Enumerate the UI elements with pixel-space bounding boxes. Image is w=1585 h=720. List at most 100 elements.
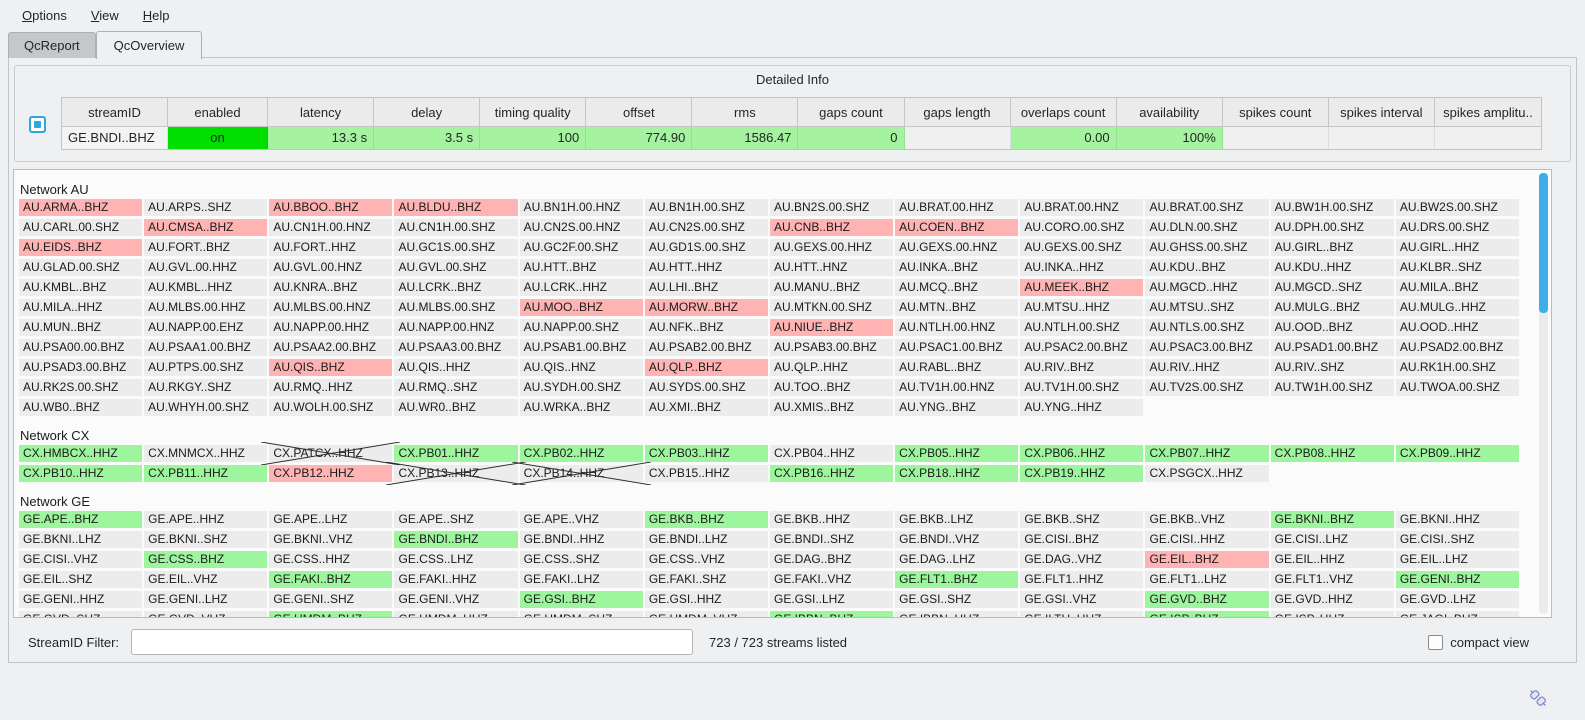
stream-cell[interactable]: GE.DAG..BHZ (770, 551, 893, 568)
stream-cell[interactable]: CX.PB11..HHZ (144, 465, 267, 482)
compact-view-label[interactable]: compact view (1450, 635, 1529, 650)
stream-cell[interactable]: GE.FAKI..VHZ (770, 571, 893, 588)
stream-cell[interactable]: GE.GSI..LHZ (770, 591, 893, 608)
stream-cell[interactable]: AU.SYDS.00.SHZ (645, 379, 768, 396)
stream-cell[interactable]: AU.PSAB2.00.BHZ (645, 339, 768, 356)
stream-cell[interactable]: GE.BKNI..SHZ (144, 531, 267, 548)
stream-cell[interactable]: AU.ARPS..SHZ (144, 199, 267, 216)
stream-cell[interactable]: AU.GEXS.00.HNZ (895, 239, 1018, 256)
stream-cell[interactable]: AU.COEN..BHZ (895, 219, 1018, 236)
stream-cell[interactable]: GE.DAG..LHZ (895, 551, 1018, 568)
stream-cell[interactable]: GE.BNDI..LHZ (645, 531, 768, 548)
stream-cell[interactable]: GE.APE..BHZ (19, 511, 142, 528)
stream-cell[interactable]: GE.GVD..VHZ (144, 611, 267, 618)
stream-cell[interactable]: CX.PB05..HHZ (895, 445, 1018, 462)
stream-filter-input[interactable] (131, 629, 693, 655)
stream-cell[interactable]: AU.HTT..HHZ (645, 259, 768, 276)
stream-cell[interactable]: GE.FLT1..HHZ (1020, 571, 1143, 588)
stream-cell[interactable]: CX.PB15..HHZ (645, 465, 768, 482)
stream-cell[interactable]: GE.FAKI..BHZ (269, 571, 392, 588)
stream-cell[interactable]: GE.CSS..SHZ (520, 551, 643, 568)
stream-cell[interactable]: AU.MTN..BHZ (895, 299, 1018, 316)
stream-cell[interactable]: AU.YNG..BHZ (895, 399, 1018, 416)
stream-cell[interactable]: AU.LHI..BHZ (645, 279, 768, 296)
stream-cell[interactable]: CX.PB01..HHZ (394, 445, 517, 462)
stream-cell[interactable]: AU.NAPP.00.HNZ (394, 319, 517, 336)
stream-cell[interactable]: GE.FLT1..VHZ (1271, 571, 1394, 588)
stream-cell[interactable]: GE.GENI..BHZ (1396, 571, 1519, 588)
stream-cell[interactable]: AU.CN2S.00.SHZ (645, 219, 768, 236)
stream-cell[interactable]: AU.KMBL..BHZ (19, 279, 142, 296)
stream-cell[interactable]: AU.MILA..HHZ (19, 299, 142, 316)
stream-cell[interactable]: GE.GVD..SHZ (19, 611, 142, 618)
stream-cell[interactable]: GE.EIL..BHZ (1145, 551, 1268, 568)
stream-cell[interactable]: AU.RABL..BHZ (895, 359, 1018, 376)
stream-cell[interactable]: GE.HMDM..HHZ (394, 611, 517, 618)
stream-cell[interactable]: AU.MLBS.00.SHZ (394, 299, 517, 316)
stream-cell[interactable]: AU.MULG..HHZ (1396, 299, 1519, 316)
stream-cell[interactable]: AU.MOO..BHZ (520, 299, 643, 316)
stream-cell[interactable]: AU.RK1H.00.SHZ (1396, 359, 1519, 376)
stream-cell[interactable]: AU.GD1S.00.SHZ (645, 239, 768, 256)
stream-cell[interactable]: GE.BKNI..BHZ (1271, 511, 1394, 528)
stream-cell[interactable]: AU.RMQ..SHZ (394, 379, 517, 396)
stream-cell[interactable]: CX.PB02..HHZ (520, 445, 643, 462)
stream-cell[interactable]: AU.KMBL..HHZ (144, 279, 267, 296)
stream-cell[interactable]: CX.PATCX..HHZ (269, 445, 392, 462)
stream-cell[interactable]: AU.BRAT.00.HHZ (895, 199, 1018, 216)
detail-col-2[interactable]: latency (268, 98, 374, 127)
stream-cell[interactable]: AU.RMQ..HHZ (269, 379, 392, 396)
stream-cell[interactable]: GE.EIL..LHZ (1396, 551, 1519, 568)
detail-col-12[interactable]: spikes interval (1329, 98, 1435, 127)
stream-cell[interactable]: AU.CN2S.00.HNZ (520, 219, 643, 236)
stream-cell[interactable]: GE.FLT1..LHZ (1145, 571, 1268, 588)
stream-cell[interactable]: CX.PB12..HHZ (269, 465, 392, 482)
stream-cell[interactable]: AU.PTPS.00.SHZ (144, 359, 267, 376)
stream-cell[interactable]: AU.RKGY..SHZ (144, 379, 267, 396)
stream-cell[interactable]: AU.GC1S.00.SHZ (394, 239, 517, 256)
stream-cell[interactable]: GE.BKB..HHZ (770, 511, 893, 528)
stream-cell[interactable]: AU.WB0..BHZ (19, 399, 142, 416)
stream-cell[interactable]: AU.TV1H.00.SHZ (1020, 379, 1143, 396)
stream-cell[interactable]: AU.HTT..BHZ (520, 259, 643, 276)
stream-cell[interactable]: GE.IBBN..HHZ (895, 611, 1018, 618)
stream-cell[interactable]: AU.CARL.00.SHZ (19, 219, 142, 236)
stream-cell[interactable]: GE.BKB..LHZ (895, 511, 1018, 528)
stream-cell[interactable]: AU.WHYH.00.SHZ (144, 399, 267, 416)
stream-cell[interactable]: AU.XMIS..BHZ (770, 399, 893, 416)
stream-cell[interactable]: AU.GVL.00.HHZ (144, 259, 267, 276)
stream-cell[interactable]: AU.QLP..BHZ (645, 359, 768, 376)
stream-cell[interactable]: CX.PB18..HHZ (895, 465, 1018, 482)
stream-cell[interactable]: GE.EIL..SHZ (19, 571, 142, 588)
stream-cell[interactable]: GE.FAKI..SHZ (645, 571, 768, 588)
stream-cell[interactable]: AU.GLAD.00.SHZ (19, 259, 142, 276)
stream-cell[interactable]: AU.ARMA..BHZ (19, 199, 142, 216)
stream-cell[interactable]: AU.WR0..BHZ (394, 399, 517, 416)
stream-cell[interactable]: GE.BKNI..LHZ (19, 531, 142, 548)
stream-cell[interactable]: GE.CISI..SHZ (1396, 531, 1519, 548)
stream-cell[interactable]: AU.TV2S.00.SHZ (1145, 379, 1268, 396)
stream-cell[interactable]: GE.APE..VHZ (520, 511, 643, 528)
stream-cell[interactable]: AU.TW1H.00.SHZ (1271, 379, 1394, 396)
stream-cell[interactable]: AU.PSAC1.00.BHZ (895, 339, 1018, 356)
stream-cell[interactable]: GE.GENI..SHZ (269, 591, 392, 608)
stream-cell[interactable]: AU.OOD..BHZ (1271, 319, 1394, 336)
stream-cell[interactable]: GE.GVD..BHZ (1145, 591, 1268, 608)
tab-qcreport[interactable]: QcReport (8, 32, 96, 58)
stream-cell[interactable]: GE.BKNI..HHZ (1396, 511, 1519, 528)
stream-cell[interactable]: GE.CISI..HHZ (1145, 531, 1268, 548)
stream-cell[interactable]: AU.BRAT.00.HNZ (1020, 199, 1143, 216)
stream-cell[interactable]: AU.BN2S.00.SHZ (770, 199, 893, 216)
stream-cell[interactable]: GE.IBBN..BHZ (770, 611, 893, 618)
stream-cell[interactable]: GE.CSS..HHZ (269, 551, 392, 568)
stream-cell[interactable]: AU.BW1H.00.SHZ (1271, 199, 1394, 216)
stream-cell[interactable]: GE.DAG..VHZ (1020, 551, 1143, 568)
stream-cell[interactable]: AU.TWOA.00.SHZ (1396, 379, 1519, 396)
stream-cell[interactable]: GE.CISI..BHZ (1020, 531, 1143, 548)
stream-cell[interactable]: GE.ISP..HHZ (1271, 611, 1394, 618)
vertical-scrollbar[interactable] (1539, 173, 1548, 614)
stream-cell[interactable]: AU.PSAB3.00.BHZ (770, 339, 893, 356)
detail-col-11[interactable]: spikes count (1223, 98, 1329, 127)
stream-cell[interactable]: AU.XMI..BHZ (645, 399, 768, 416)
stream-cell[interactable]: AU.PSAB1.00.BHZ (520, 339, 643, 356)
